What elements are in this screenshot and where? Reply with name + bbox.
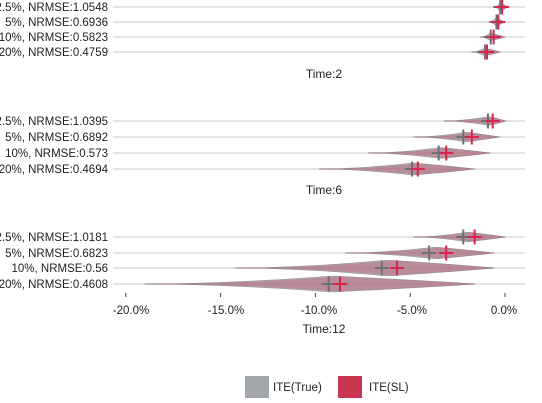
violin-sl [445, 117, 506, 125]
panel-title: Time:12 [303, 322, 346, 336]
x-tick-label: -20.0% [113, 305, 149, 317]
violin-sl [241, 260, 494, 276]
median-marker-sl [410, 161, 425, 177]
row-label: 2.5%, NRMSE:1.0181 [0, 232, 108, 244]
legend-swatch [245, 376, 269, 398]
violin-true [318, 162, 475, 176]
violin-sl [151, 276, 475, 292]
row-label: 2.5%, NRMSE:1.0395 [0, 116, 108, 128]
median-marker-sl [389, 260, 404, 276]
row-label: 5%, NRMSE:0.6823 [5, 248, 108, 260]
row-label: 2.5%, NRMSE:1.0548 [0, 2, 108, 14]
violin-sl [322, 163, 475, 175]
violin-true [235, 259, 494, 277]
median-marker-sl [486, 29, 501, 45]
row-label: 10%, NRMSE:0.56 [11, 263, 108, 275]
median-marker-true [374, 260, 389, 276]
row-label: 10%, NRMSE:0.573 [5, 148, 108, 160]
legend-label: ITE(True) [273, 382, 322, 394]
row-label: 20%, NRMSE:0.4759 [0, 47, 108, 59]
legend-swatch [338, 376, 362, 398]
median-marker-sl [479, 44, 494, 60]
x-tick-label: -5.0% [397, 305, 427, 317]
violin-true [345, 246, 494, 260]
median-marker-sl [485, 113, 500, 129]
violin-true [368, 147, 491, 159]
x-tick-label: -15.0% [208, 305, 244, 317]
row-label: 20%, NRMSE:0.4694 [0, 164, 109, 176]
median-marker-sl [464, 129, 479, 145]
violin-sl [371, 148, 490, 158]
median-marker-sl [439, 145, 454, 161]
x-tick-label: -10.0% [301, 305, 337, 317]
violin-true [144, 275, 475, 293]
panel-title: Time:6 [306, 183, 343, 197]
x-tick-label: 0.0% [491, 305, 517, 317]
median-marker-true [422, 245, 437, 261]
median-marker-sl [495, 0, 510, 15]
median-marker-sl [333, 276, 348, 292]
violin-sl [348, 247, 494, 259]
row-label: 10%, NRMSE:0.5823 [0, 32, 108, 44]
row-label: 20%, NRMSE:0.4608 [0, 279, 108, 291]
median-marker-sl [467, 229, 482, 245]
median-marker-sl [491, 14, 506, 30]
violin-true [444, 116, 507, 126]
panel-title: Time:2 [306, 67, 343, 81]
median-marker-sl [439, 245, 454, 261]
row-label: 5%, NRMSE:0.6936 [5, 17, 108, 29]
legend-label: ITE(SL) [369, 382, 409, 394]
row-label: 5%, NRMSE:0.6892 [5, 132, 108, 144]
